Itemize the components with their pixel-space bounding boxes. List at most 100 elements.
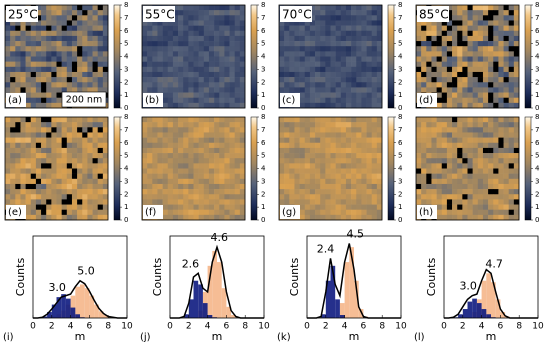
heatmap-cell [163, 158, 168, 163]
heatmap-cell [468, 210, 473, 215]
heatmap-cell [204, 122, 209, 127]
heatmap-cell [478, 98, 483, 103]
heatmap-cell [421, 158, 426, 163]
heatmap-cell [372, 184, 377, 189]
heatmap-cell [320, 117, 325, 122]
heatmap-cell [493, 103, 498, 108]
colorbar-tick-label: 1 [535, 91, 539, 99]
heatmap-cell [183, 41, 188, 46]
heatmap-cell [509, 169, 514, 174]
heatmap-cell [41, 87, 46, 92]
heatmap-cell [163, 31, 168, 36]
heatmap-cell [51, 163, 56, 168]
heatmap-cell [93, 143, 98, 148]
heatmap-cell [325, 127, 330, 132]
heatmap-cell [10, 153, 15, 158]
heatmap-cell [87, 132, 92, 137]
heatmap-cell [514, 51, 519, 56]
heatmap-cell [235, 138, 240, 143]
heatmap-cell [10, 36, 15, 41]
heatmap-cell [514, 189, 519, 194]
histogram-bar [340, 315, 345, 318]
heatmap-cell [46, 26, 51, 31]
heatmap-cell [31, 77, 36, 82]
heatmap-cell [310, 36, 315, 41]
heatmap-cell [46, 138, 51, 143]
heatmap-cell [157, 189, 162, 194]
heatmap-cell [351, 132, 356, 137]
heatmap-cell [289, 143, 294, 148]
heatmap-cell [93, 36, 98, 41]
heatmap-cell [284, 184, 289, 189]
heatmap-cell [325, 41, 330, 46]
heatmap-cell [209, 36, 214, 41]
heatmap-cell [462, 179, 467, 184]
heatmap-cell [41, 215, 46, 220]
heatmap-cell [504, 36, 509, 41]
x-tick-label: 0 [30, 322, 36, 332]
heatmap-cell [336, 82, 341, 87]
heatmap-cell [361, 199, 366, 204]
heatmap-cell [26, 199, 31, 204]
heatmap-cell [46, 132, 51, 137]
heatmap-cell [331, 77, 336, 82]
heatmap-cell [157, 153, 162, 158]
heatmap-cell [51, 72, 56, 77]
heatmap-cell [310, 117, 315, 122]
heatmap-cell [416, 117, 421, 122]
heatmap-cell [341, 210, 346, 215]
heatmap-cell [431, 51, 436, 56]
heatmap-cell [67, 184, 72, 189]
heatmap-cell [300, 98, 305, 103]
heatmap-cell [62, 36, 67, 41]
heatmap-cell [310, 199, 315, 204]
heatmap-cell [31, 194, 36, 199]
heatmap-cell [72, 194, 77, 199]
heatmap-cell [478, 67, 483, 72]
heatmap-cell [325, 215, 330, 220]
heatmap-cell [31, 31, 36, 36]
colorbar-tick-label: 7 [398, 14, 402, 22]
heatmap-cell [514, 57, 519, 62]
heatmap-cell [235, 10, 240, 15]
heatmap-cell [173, 67, 178, 72]
heatmap-cell [351, 148, 356, 153]
heatmap-cell [493, 143, 498, 148]
heatmap-cell [488, 93, 493, 98]
heatmap-cell [26, 163, 31, 168]
heatmap-cell [462, 36, 467, 41]
heatmap-cell [457, 138, 462, 143]
heatmap-cell [235, 82, 240, 87]
heatmap-cell [468, 153, 473, 158]
heatmap-cell [331, 158, 336, 163]
heatmap-cell [351, 5, 356, 10]
heatmap-cell [279, 87, 284, 92]
heatmap-cell [163, 72, 168, 77]
heatmap-cell [284, 148, 289, 153]
heatmap-cell [356, 153, 361, 158]
heatmap-cell [157, 143, 162, 148]
heatmap-cell [341, 184, 346, 189]
heatmap-cell [240, 20, 245, 25]
heatmap-cell [240, 148, 245, 153]
heatmap-cell [152, 153, 157, 158]
heatmap-cell [230, 15, 235, 20]
heatmap-cell [377, 98, 382, 103]
heatmap-cell [473, 132, 478, 137]
x-tick-label: 10 [395, 322, 407, 332]
heatmap-cell [168, 169, 173, 174]
heatmap-cell [147, 163, 152, 168]
heatmap-cell [41, 143, 46, 148]
heatmap-cell [188, 51, 193, 56]
heatmap-cell [240, 82, 245, 87]
heatmap-cell [346, 153, 351, 158]
heatmap-cell [331, 163, 336, 168]
heatmap-cell [98, 169, 103, 174]
heatmap-cell [483, 20, 488, 25]
heatmap-cell [87, 26, 92, 31]
heatmap-cell [93, 5, 98, 10]
heatmap-cell [351, 103, 356, 108]
heatmap-cell [457, 51, 462, 56]
heatmap-cell [473, 72, 478, 77]
